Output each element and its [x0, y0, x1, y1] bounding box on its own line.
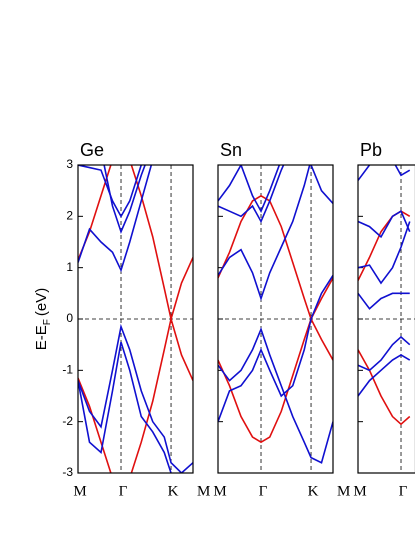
band — [78, 323, 193, 473]
band — [358, 221, 411, 285]
bands — [78, 165, 193, 473]
band — [358, 354, 411, 397]
panel-frame — [357, 164, 415, 474]
y-label-unit: (eV) — [33, 288, 50, 316]
x-tick-label: K — [168, 483, 179, 499]
band — [358, 165, 411, 181]
band — [218, 165, 311, 301]
band — [358, 335, 411, 372]
panel-title: Ge — [80, 140, 104, 160]
panel-title: Sn — [220, 140, 242, 160]
x-tick-label: Γ — [399, 483, 408, 499]
panel-title: Pb — [360, 140, 382, 160]
y-tick-label: -1 — [62, 363, 73, 377]
band — [78, 165, 146, 234]
band — [358, 210, 411, 281]
y-label-sub: F — [42, 319, 53, 325]
panel: Pb M Γ — [353, 140, 415, 499]
band — [218, 165, 281, 214]
y-tick-label: 1 — [66, 260, 73, 274]
band — [218, 327, 333, 464]
bands — [358, 165, 411, 426]
y-tick-label: -3 — [62, 465, 73, 479]
x-tick-label: M — [197, 483, 210, 499]
panel: Ge E-EF (eV) -3 -2 -1 0 1 2 3 M Γ K M — [33, 140, 210, 500]
panel-frame — [77, 164, 194, 474]
band — [358, 210, 411, 239]
panel-frame — [217, 164, 334, 474]
band — [78, 341, 173, 473]
band — [218, 277, 333, 444]
x-tick-label: K — [308, 483, 319, 499]
y-tick-label: 2 — [66, 209, 73, 223]
y-tick-label: 0 — [66, 311, 73, 325]
band — [218, 194, 333, 361]
x-tick-label: M — [337, 483, 350, 499]
x-tick-label: M — [353, 483, 366, 499]
x-tick-label: Γ — [259, 483, 268, 499]
band — [358, 349, 411, 426]
band — [78, 257, 193, 473]
band — [218, 274, 333, 422]
band — [358, 292, 410, 310]
band — [78, 165, 153, 273]
bands — [218, 165, 333, 464]
band — [78, 165, 193, 381]
band — [218, 165, 333, 224]
y-tick-label: -2 — [62, 414, 73, 428]
y-axis-label: E-EF (eV) — [33, 288, 53, 350]
y-label-main: E-E — [33, 325, 50, 350]
x-tick-label: M — [73, 483, 86, 499]
panel: Sn M Γ K M — [213, 140, 350, 500]
x-tick-label: Γ — [119, 483, 128, 499]
y-tick-label: 3 — [66, 157, 73, 171]
band — [78, 165, 143, 218]
x-tick-label: M — [213, 483, 226, 499]
